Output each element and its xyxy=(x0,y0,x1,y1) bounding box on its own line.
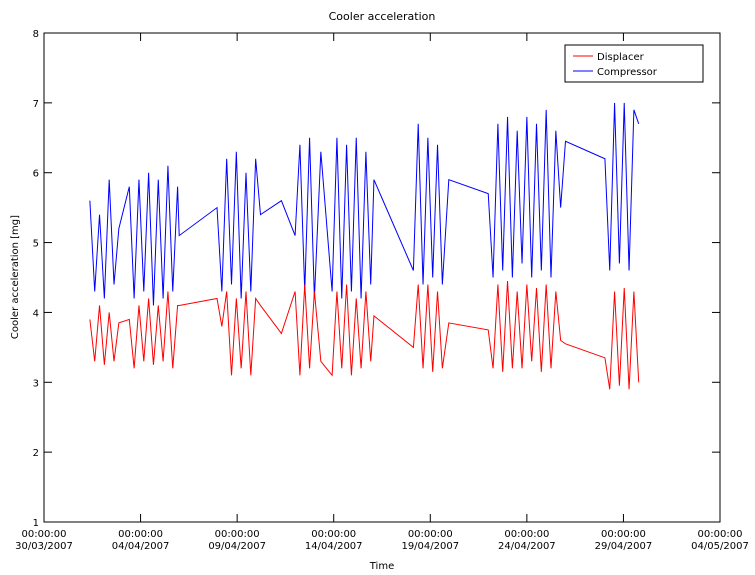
x-tick-time: 00:00:00 xyxy=(601,529,646,540)
y-tick-label: 6 xyxy=(33,169,39,180)
x-tick-time: 00:00:00 xyxy=(698,529,743,540)
x-tick-time: 00:00:00 xyxy=(408,529,453,540)
x-tick-time: 00:00:00 xyxy=(311,529,356,540)
x-tick-label: 00:00:00 24/04/2007 xyxy=(498,529,556,552)
y-tick-label: 8 xyxy=(33,29,39,40)
x-tick-label: 00:00:00 04/05/2007 xyxy=(691,529,749,552)
data-line xyxy=(89,102,640,306)
x-tick-date: 04/04/2007 xyxy=(112,541,170,552)
x-tick-date: 14/04/2007 xyxy=(305,541,363,552)
plot-frame xyxy=(43,32,721,523)
chart-title: Cooler acceleration xyxy=(329,10,436,23)
y-tick-label: 3 xyxy=(33,378,39,389)
x-tick-date: 04/05/2007 xyxy=(691,541,749,552)
y-tick-label: 5 xyxy=(33,239,39,250)
x-axis-label: Time xyxy=(369,561,394,572)
y-tick-label: 7 xyxy=(33,99,39,110)
x-tick-label: 00:00:00 30/03/2007 xyxy=(15,529,73,552)
x-tick-label: 00:00:00 14/04/2007 xyxy=(305,529,363,552)
legend-label: Displacer xyxy=(597,52,645,63)
x-tick-time: 00:00:00 xyxy=(118,529,163,540)
x-tick-time: 00:00:00 xyxy=(504,529,549,540)
x-tick-time: 00:00:00 xyxy=(22,529,67,540)
x-tick-date: 09/04/2007 xyxy=(208,541,266,552)
x-tick-label: 00:00:00 09/04/2007 xyxy=(208,529,266,552)
legend-label: Compressor xyxy=(597,67,658,78)
y-axis-label: Cooler acceleration [mg] xyxy=(10,215,21,339)
x-tick-label: 00:00:00 29/04/2007 xyxy=(595,529,653,552)
y-tick-label: 4 xyxy=(33,308,39,319)
x-tick-date: 24/04/2007 xyxy=(498,541,556,552)
x-tick-date: 29/04/2007 xyxy=(595,541,653,552)
x-tick-label: 00:00:00 19/04/2007 xyxy=(401,529,459,552)
x-tick-label: 00:00:00 04/04/2007 xyxy=(112,529,170,552)
y-tick-label: 1 xyxy=(33,518,39,529)
legend-box xyxy=(564,44,704,83)
x-tick-date: 19/04/2007 xyxy=(401,541,459,552)
data-line xyxy=(89,280,640,390)
x-tick-date: 30/03/2007 xyxy=(15,541,73,552)
x-tick-time: 00:00:00 xyxy=(215,529,260,540)
y-tick-label: 2 xyxy=(33,448,39,459)
